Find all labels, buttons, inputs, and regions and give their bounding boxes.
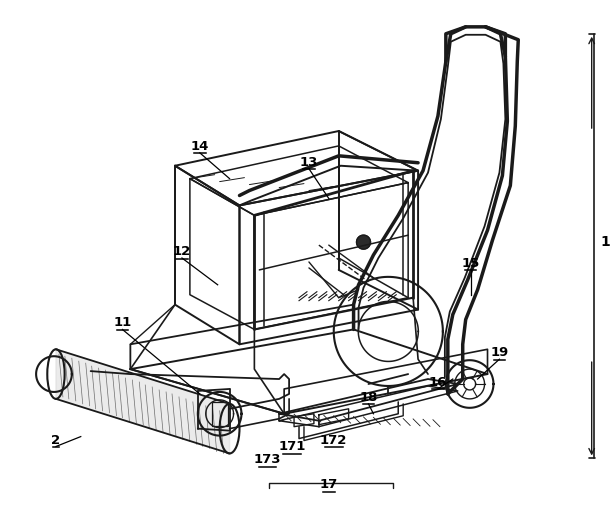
Text: 172: 172 xyxy=(320,433,348,447)
Text: 2: 2 xyxy=(51,433,61,447)
Text: 17: 17 xyxy=(319,478,338,491)
Text: 14: 14 xyxy=(190,140,209,153)
Polygon shape xyxy=(56,349,230,453)
Text: 18: 18 xyxy=(359,391,378,404)
Text: 1: 1 xyxy=(600,235,610,249)
Text: 173: 173 xyxy=(253,453,281,466)
Text: 12: 12 xyxy=(173,245,191,258)
Text: 13: 13 xyxy=(300,156,318,169)
Text: 15: 15 xyxy=(461,257,480,270)
Polygon shape xyxy=(357,235,370,249)
Text: 11: 11 xyxy=(113,316,132,329)
Text: 16: 16 xyxy=(429,376,447,389)
Text: 171: 171 xyxy=(278,440,306,453)
Text: 19: 19 xyxy=(490,346,509,359)
